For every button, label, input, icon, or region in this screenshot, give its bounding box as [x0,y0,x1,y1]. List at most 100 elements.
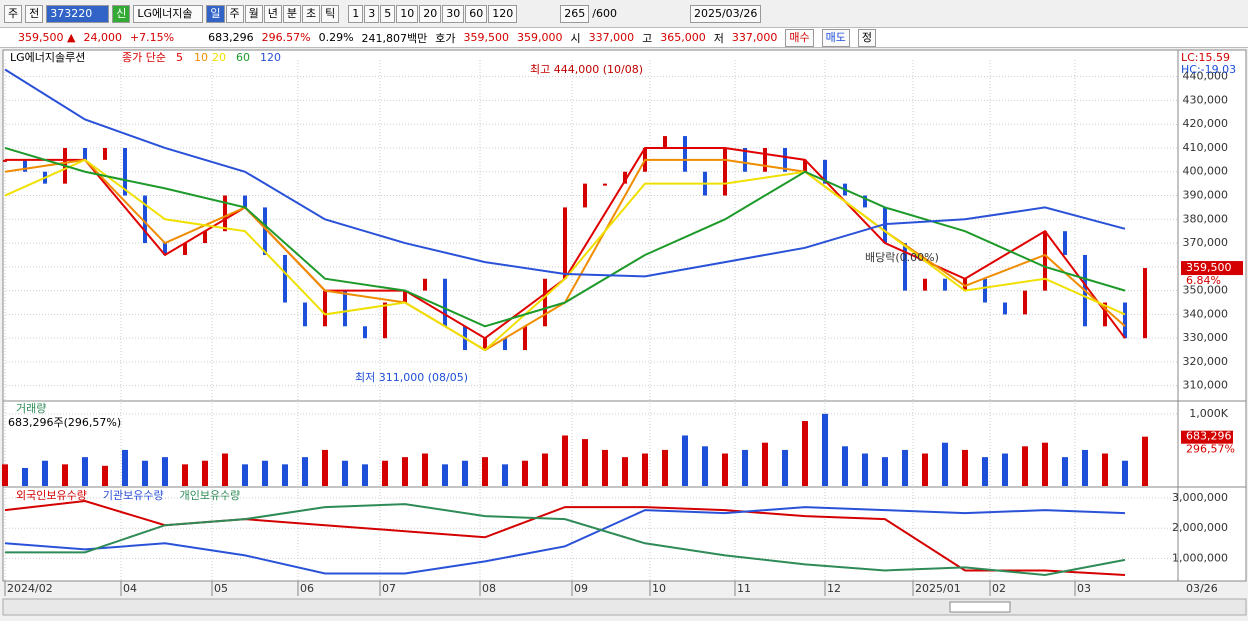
sell-button[interactable]: 매도 [821,28,850,47]
candle [603,183,607,186]
scroll-thumb[interactable] [949,601,1011,613]
volume-bar [82,457,88,486]
volume-bar [462,460,468,486]
volume-bar [762,442,768,486]
toolbar-button[interactable]: 20 [419,4,442,23]
candle [1043,231,1047,291]
legend-item: 60 [236,51,250,64]
candle [383,302,387,339]
volume-bar [682,435,688,486]
volume-bar [162,457,168,486]
legend-item: 기관보유수량 [103,489,164,502]
series-line [5,503,1126,576]
legend-item: 개인보유수량 [180,489,241,502]
toolbar-button[interactable]: 10 [396,4,419,23]
y-tick-label: 330,000 [1183,331,1229,344]
candle [1103,302,1107,327]
chart-title: LG에너지솔루션 [10,51,85,64]
prev[interactable]: 전 [25,4,44,23]
volume-bar [822,413,828,486]
volume-bar [182,464,188,486]
x-tick-label: 12 [827,582,841,595]
x-tick-label: 2025/01 [915,582,961,595]
correct-button[interactable]: 정 [857,28,877,47]
candle [23,159,27,172]
volume-bar [982,457,988,486]
volume-bar [1022,446,1028,486]
candle [1003,302,1007,315]
toolbar-button[interactable]: 60 [465,4,488,23]
candle [883,207,887,244]
toolbar-button[interactable]: 초 [302,4,321,23]
toolbar-button[interactable]: 3 [364,4,380,23]
date[interactable]: 2025/03/26 [689,4,762,23]
volume-bar [1142,436,1148,486]
volume-bar [842,446,848,486]
x-tick-label: 10 [652,582,666,595]
series-line [4,158,1126,352]
toolbar-button[interactable]: 주 [225,4,244,23]
candle [1123,302,1127,339]
candle [923,278,927,291]
quote-label: 호가 [435,31,456,45]
candle [403,290,407,303]
volume-bar [922,453,928,486]
side-label: LC:15.59 [1181,51,1230,64]
y-tick-label: 440,000 [1183,70,1229,83]
code[interactable]: 373220 [46,4,110,23]
y-tick-label: 390,000 [1183,189,1229,202]
x-tick-label: 02 [992,582,1006,595]
toolbar-button[interactable]: 년 [263,4,282,23]
candle [823,159,827,184]
volume-bar [422,453,428,486]
open-label: 시 [570,31,581,45]
volume-bar [542,453,548,486]
candle [763,147,767,172]
volume-bar [502,464,508,486]
candle [103,147,107,160]
toolbar-button[interactable]: 30 [442,4,465,23]
volume-bar [882,457,888,486]
amount: 241,807백만 [361,31,428,45]
candle [223,195,227,232]
toolbar-button[interactable]: 분 [282,4,301,23]
volume-bar [322,449,328,486]
volume-bar [242,464,248,486]
toolbar-button[interactable]: 월 [244,4,263,23]
x-tick-label: 2024/02 [7,582,53,595]
y-tick-label: 310,000 [1183,379,1229,392]
toolbar-button[interactable]: 5 [380,4,396,23]
count[interactable]: 265 [560,4,590,23]
toolbar-button[interactable]: 120 [488,4,518,23]
series-line [4,68,1126,278]
candle [903,243,907,291]
legend-item: 5 [176,51,183,64]
x-tick-label: 11 [737,582,751,595]
last-date: 03/26 [1186,582,1218,595]
volume-bar [102,465,108,486]
toolbar-button[interactable]: 일 [206,4,225,23]
change: 24,000 [83,31,122,44]
x-tick-label: 06 [300,582,314,595]
market[interactable]: 주 [4,4,23,23]
y-tick-label: 340,000 [1183,307,1229,320]
candle [203,231,207,244]
last-rate: 6.84% [1186,274,1221,287]
candle [243,195,247,208]
low: 337,000 [731,31,778,44]
y-tick-label: 320,000 [1183,355,1229,368]
volume-bar [642,453,648,486]
low-label: 저 [713,31,724,45]
volume-bar [402,457,408,486]
y-tick-label: 2,000,000 [1172,521,1228,534]
candle [983,278,987,303]
toolbar-button[interactable]: 1 [348,4,364,23]
buy-button[interactable]: 매수 [785,28,814,47]
chart-area: 310,000320,000330,000340,000350,000360,0… [2,49,1247,616]
ask: 359,500 [463,31,510,44]
candle [163,243,167,255]
toolbar-button[interactable]: 틱 [321,4,340,23]
volume-bar [222,453,228,486]
stock-name[interactable]: LG에너지솔 [133,4,204,23]
legend-item: 10 [194,51,208,64]
